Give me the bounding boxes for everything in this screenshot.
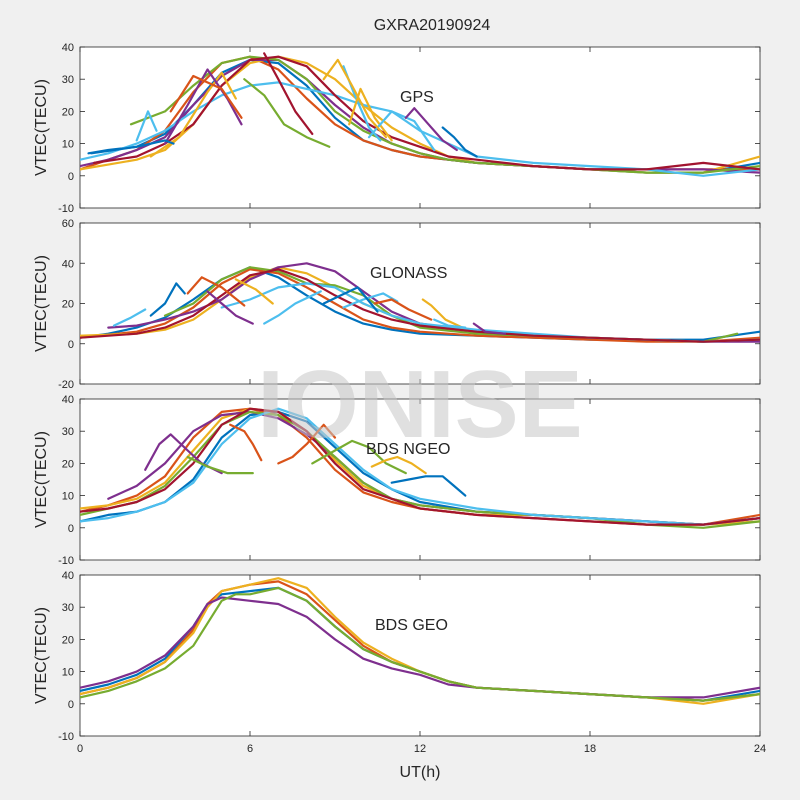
series-line-14 — [348, 87, 393, 142]
series-line-8 — [163, 68, 243, 145]
y-tick-label: 0 — [68, 699, 74, 711]
series-line-11 — [243, 78, 331, 148]
series-line-10 — [277, 423, 337, 465]
y-tick-label: 0 — [68, 339, 74, 351]
series-line-7 — [149, 282, 186, 317]
watermark: IONISE — [257, 351, 582, 458]
series-line-5 — [80, 407, 760, 526]
series-line-9 — [229, 423, 263, 462]
series-line-8 — [112, 308, 147, 327]
series-line-11 — [311, 439, 407, 475]
y-tick-label: 10 — [62, 491, 74, 503]
panels: -10010203040GPSVTEC(TECU)-200204060GLONA… — [33, 42, 766, 755]
series-group — [80, 52, 760, 177]
series-line-8 — [186, 455, 254, 475]
series-line-9 — [206, 290, 254, 325]
panel-label: GPS — [400, 89, 434, 106]
x-tick-label: 24 — [754, 743, 766, 755]
series-line-18 — [322, 58, 388, 139]
series-line-6 — [93, 55, 760, 171]
series-line-13 — [342, 292, 399, 309]
series-line-18 — [322, 286, 379, 313]
y-tick-label: 40 — [62, 394, 74, 406]
panel-0: -10 0 10 20 30 40 GPS VTEC(TECU) — [33, 42, 761, 215]
x-tick-label: 18 — [584, 743, 596, 755]
y-tick-label: 60 — [62, 218, 74, 230]
y-tick-label: 20 — [62, 106, 74, 118]
y-tick-label: 0 — [68, 171, 74, 183]
y-tick-label: 40 — [62, 42, 74, 54]
y-tick-label: 20 — [62, 634, 74, 646]
series-line-1 — [80, 268, 760, 343]
plot-area — [79, 574, 761, 737]
series-line-12 — [135, 110, 158, 142]
series-line-19 — [263, 52, 314, 135]
series-line-16 — [404, 107, 458, 152]
y-tick-label: -10 — [58, 203, 74, 215]
panel-2: -10 0 10 20 30 40 BDS NGEO VTEC(TECU) — [33, 394, 761, 567]
y-tick-label: -10 — [58, 555, 74, 567]
series-line-7 — [149, 71, 237, 158]
series-line-13 — [390, 475, 467, 497]
series-group — [80, 407, 760, 529]
y-axis-label: VTEC(TECU) — [33, 431, 50, 528]
series-line-6 — [80, 407, 760, 526]
x-tick-label: 12 — [414, 743, 426, 755]
x-tick-label: 0 — [77, 743, 83, 755]
y-tick-label: 20 — [62, 458, 74, 470]
y-tick-label: 20 — [62, 299, 74, 311]
series-group — [80, 262, 760, 343]
panel-label: GLONASS — [370, 265, 447, 282]
x-axis-label: UT(h) — [400, 764, 441, 781]
y-tick-label: -10 — [58, 731, 74, 743]
y-tick-label: 10 — [62, 667, 74, 679]
y-tick-label: 40 — [62, 570, 74, 582]
y-tick-label: 0 — [68, 523, 74, 535]
series-line-10 — [169, 74, 243, 119]
x-tick-label: 6 — [247, 743, 253, 755]
y-axis-label: VTEC(TECU) — [33, 255, 50, 352]
series-line-10 — [186, 276, 246, 307]
y-tick-label: 40 — [62, 258, 74, 270]
series-line-6 — [80, 268, 760, 343]
series-line-15 — [421, 298, 464, 329]
panel-label: BDS GEO — [375, 617, 448, 634]
series-line-9 — [90, 139, 175, 155]
y-tick-label: 30 — [62, 602, 74, 614]
figure-title: GXRA20190924 — [374, 17, 491, 34]
series-line-17 — [441, 126, 478, 158]
series-line-17 — [472, 322, 507, 335]
panel-1: -20 0 20 40 60 GLONASS VTEC(TECU) — [33, 218, 761, 391]
series-group — [80, 577, 760, 705]
y-tick-label: 30 — [62, 426, 74, 438]
y-axis-label: VTEC(TECU) — [33, 607, 50, 704]
series-line-12 — [263, 290, 322, 325]
series-line-4 — [80, 586, 760, 702]
series-line-15 — [367, 110, 436, 152]
series-line-16 — [433, 318, 467, 329]
y-tick-label: 30 — [62, 74, 74, 86]
series-line-14 — [373, 298, 433, 321]
y-axis-label: VTEC(TECU) — [33, 79, 50, 176]
y-tick-label: 10 — [62, 139, 74, 151]
series-line-12 — [370, 455, 427, 475]
series-line-11 — [234, 278, 274, 305]
panel-label: BDS NGEO — [366, 441, 450, 458]
y-tick-label: -20 — [58, 379, 74, 391]
